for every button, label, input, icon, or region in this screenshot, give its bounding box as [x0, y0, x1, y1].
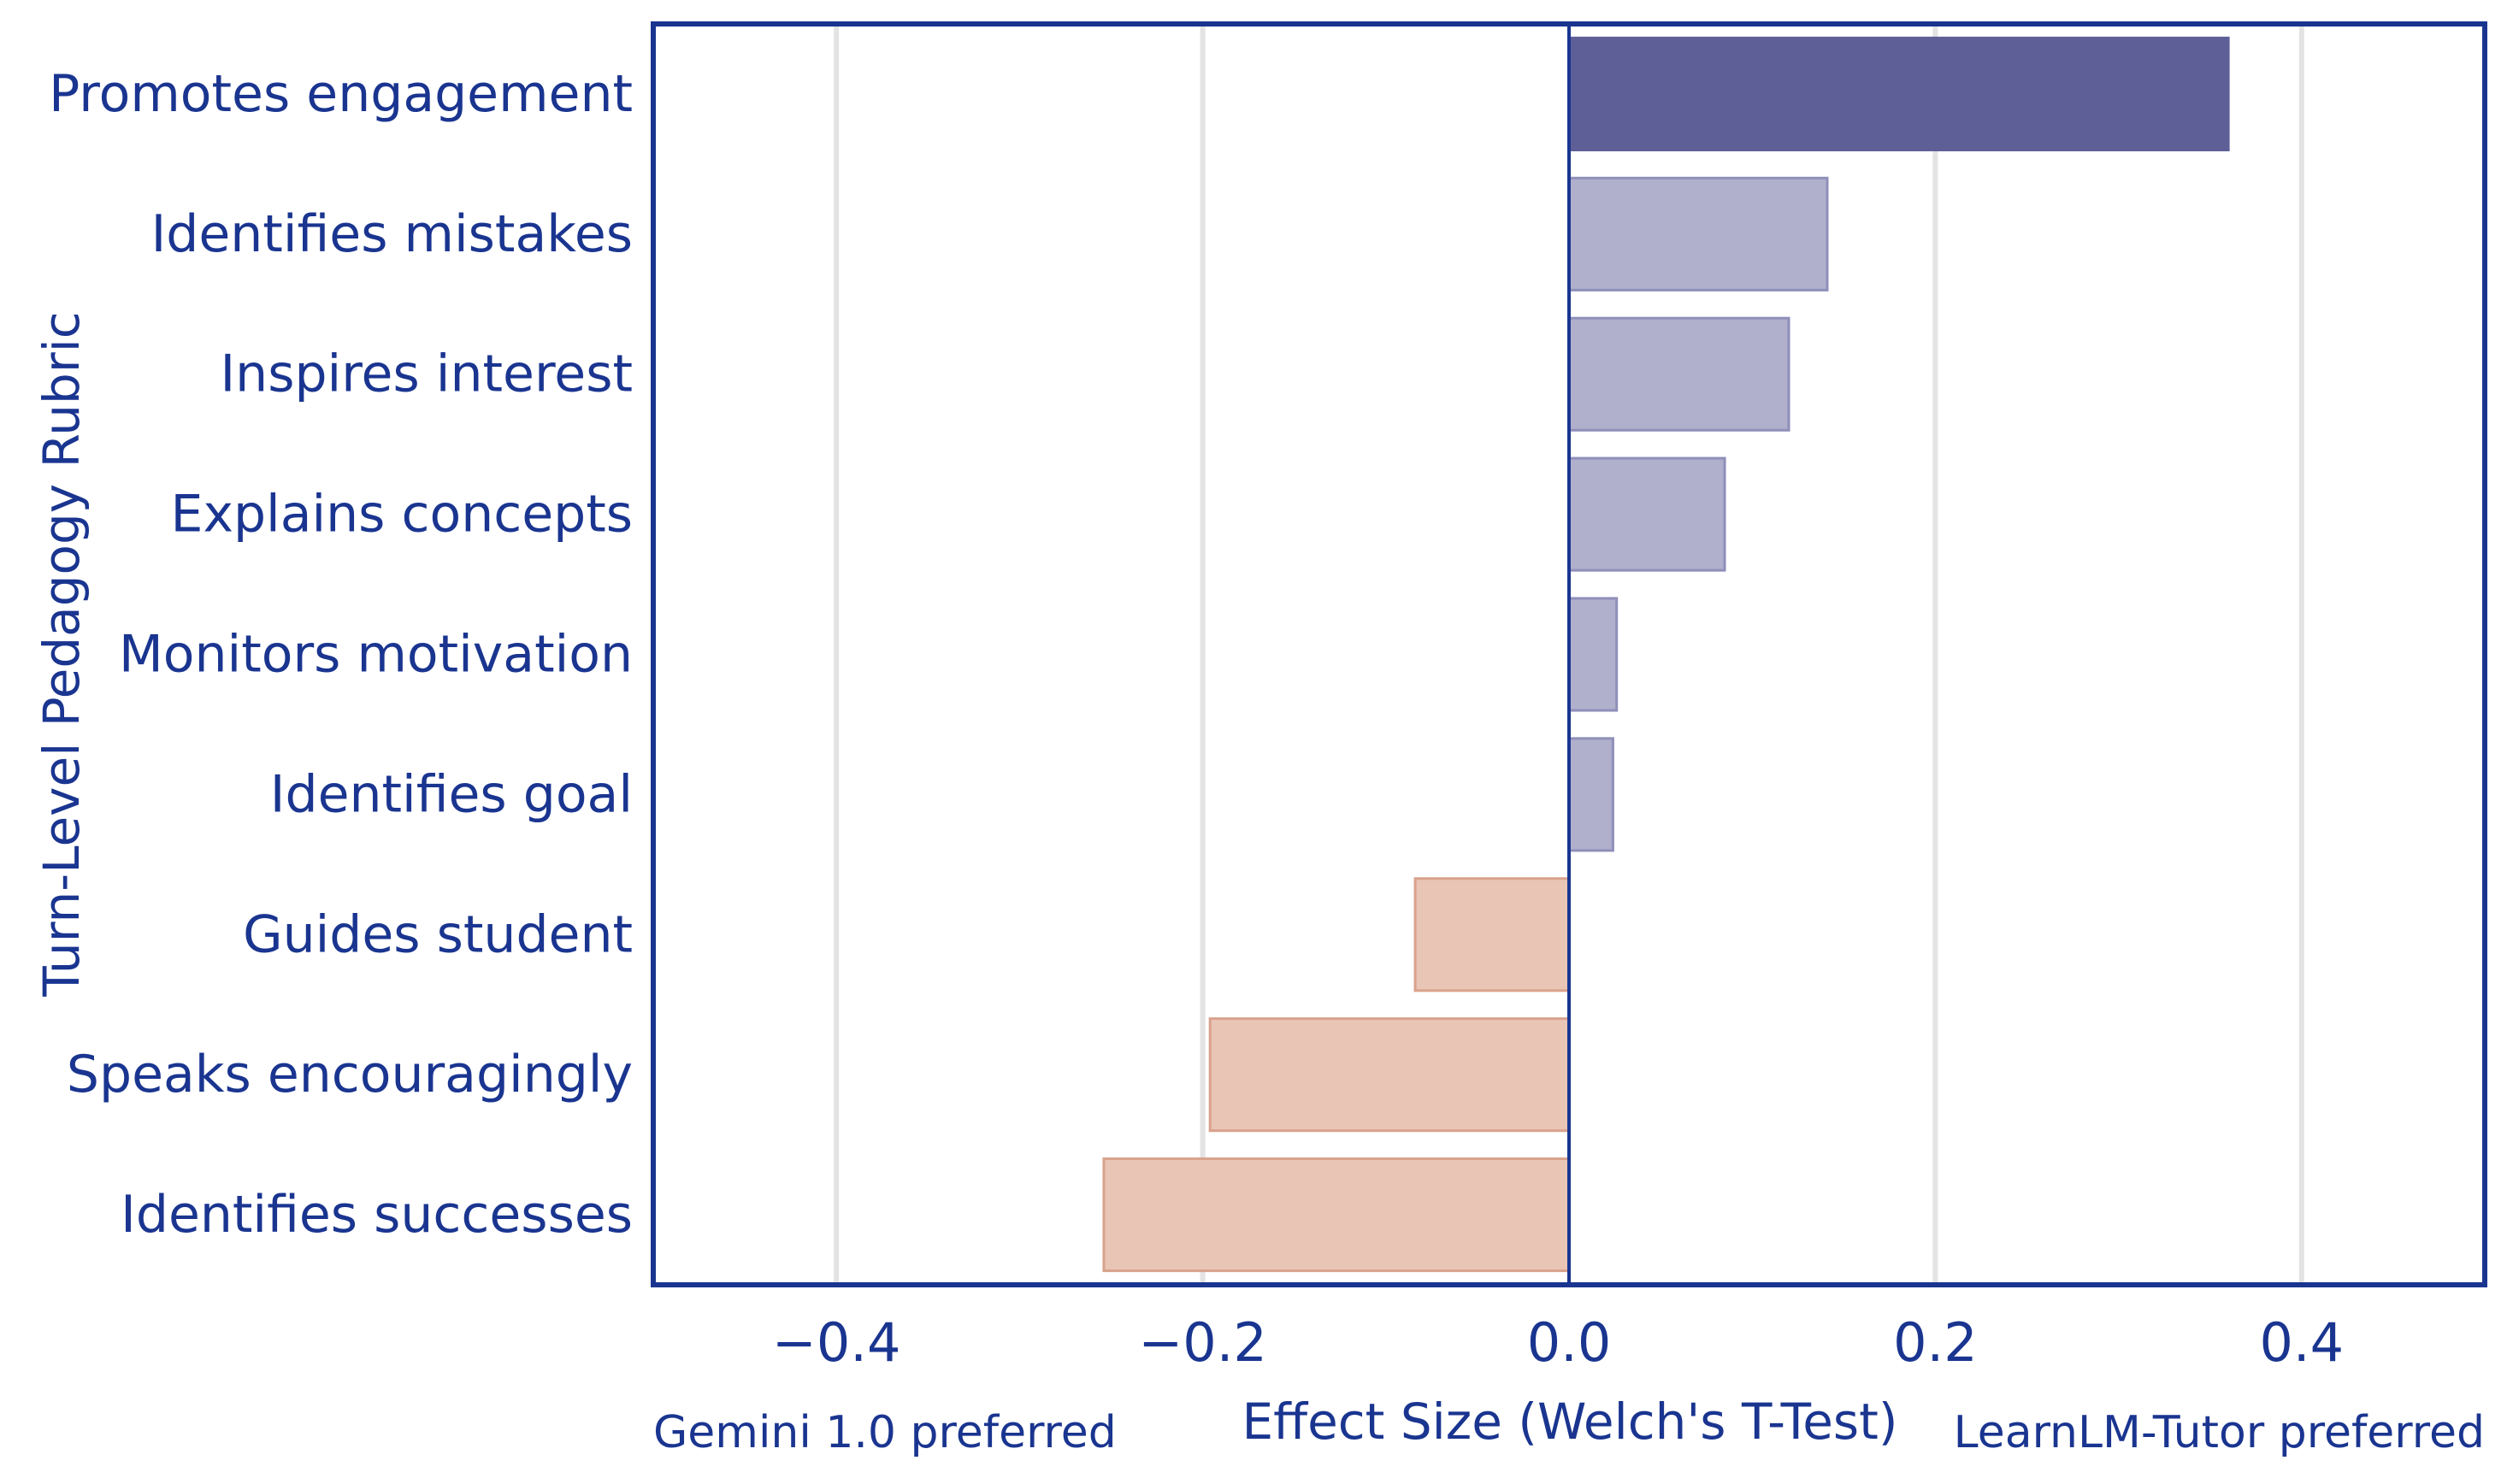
bar-identifies-goal — [1567, 737, 1614, 852]
bar-speaks-encouragingly — [1208, 1017, 1571, 1133]
y-tick-label: Speaks encouragingly — [67, 1045, 633, 1104]
x-tick-label: 0.0 — [1527, 1311, 1612, 1374]
y-tick-label: Promotes engagement — [49, 64, 633, 124]
y-tick-label: Inspires interest — [220, 344, 633, 404]
bar-guides-student — [1413, 877, 1571, 992]
y-tick-label: Explains concepts — [171, 485, 633, 545]
bar-identifies-mistakes — [1567, 176, 1829, 292]
x-tick-label: 0.2 — [1893, 1311, 1978, 1374]
bar-monitors-motivation — [1567, 597, 1619, 712]
labels: Promotes engagement Identifies mistakes In… — [32, 64, 2485, 1458]
y-axis-title: Turn-Level Pedagogy Rubric — [32, 311, 91, 997]
y-tick-label: Identifies goal — [270, 764, 633, 824]
y-tick-label: Guides student — [243, 904, 633, 964]
right-preference-annotation: LearnLM-Tutor preferred — [1954, 1407, 2485, 1458]
grid-lines — [834, 24, 2304, 1285]
bars — [1102, 36, 2230, 1273]
left-preference-annotation: Gemini 1.0 preferred — [653, 1407, 1117, 1458]
x-tick-label: 0.4 — [2259, 1311, 2344, 1374]
bar-identifies-successes — [1102, 1157, 1571, 1273]
y-tick-label: Identifies mistakes — [151, 204, 633, 264]
x-axis-title: Effect Size (Welch's T-Test) — [1242, 1393, 1897, 1451]
x-tick-label: −0.4 — [772, 1311, 901, 1374]
bar-explains-concepts — [1567, 456, 1726, 572]
plot-frame — [651, 21, 2487, 1287]
bar-promotes-engagement — [1567, 36, 2230, 152]
y-tick-label: Identifies successes — [121, 1185, 633, 1245]
x-tick-label: −0.2 — [1138, 1311, 1267, 1374]
bar-inspires-interest — [1567, 316, 1790, 432]
axes — [651, 21, 2487, 1287]
y-tick-label: Monitors motivation — [119, 625, 633, 685]
